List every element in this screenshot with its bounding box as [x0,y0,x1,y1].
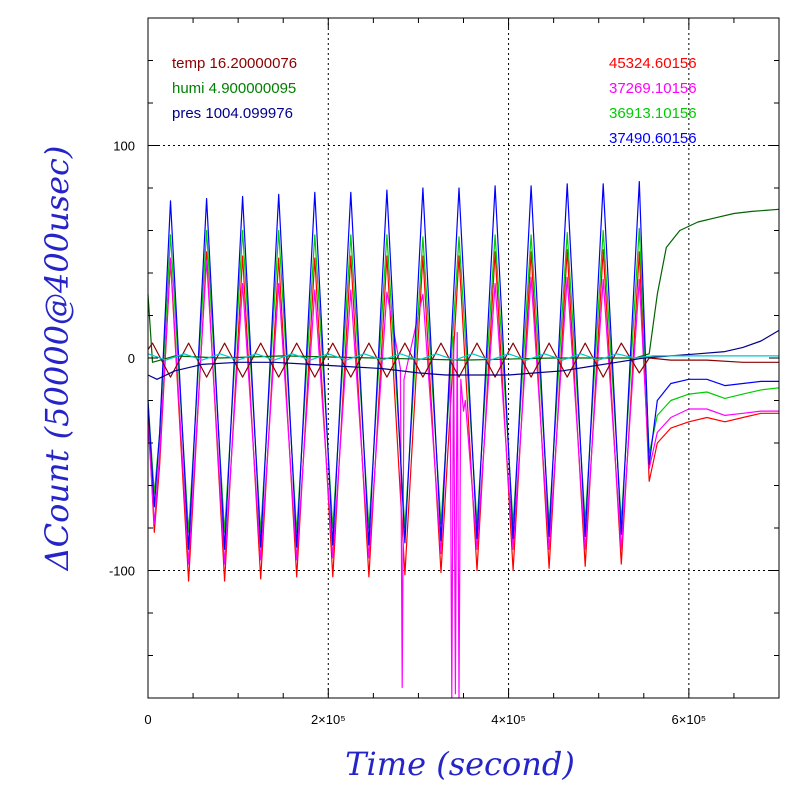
x-tick-label: 4×10⁵ [491,712,526,727]
env-legend-entry: temp 16.20000076 [172,55,297,72]
x-tick-label: 0 [144,712,151,727]
count-legend-entry: 37490.60156 [609,130,697,147]
series-line-pres [147,329,780,380]
y-axis-title: ΔCount (50000@400usec) [38,146,76,573]
y-tick-label: 100 [113,139,135,154]
series-line-humi [147,208,780,363]
series-group [147,181,780,699]
count-legend-entry: 37269.10156 [609,80,697,97]
series-line-magenta [147,257,779,699]
ticks: 0 2×10⁵ 4×10⁵ 6×10⁵ -100 0 100 [109,17,780,727]
y-tick-label: -100 [109,564,135,579]
x-axis-title: Time (second) [345,745,575,783]
grid [148,18,779,698]
x-tick-label: 6×10⁵ [672,712,707,727]
count-legend: 45324.60156 37269.10156 36913.10156 37490.6… [609,55,697,147]
count-legend-entry: 45324.60156 [609,55,697,72]
y-tick-label: 0 [128,351,135,366]
env-legend-entry: pres 1004.099976 [172,105,293,122]
count-legend-entry: 36913.10156 [609,105,697,122]
x-tick-label: 2×10⁵ [311,712,346,727]
env-legend-entry: humi 4.900000095 [172,80,296,97]
series-line-blue [147,181,779,550]
series-line-cyan [147,353,779,361]
env-legend: temp 16.20000076 humi 4.900000095 pres 100… [172,55,297,122]
